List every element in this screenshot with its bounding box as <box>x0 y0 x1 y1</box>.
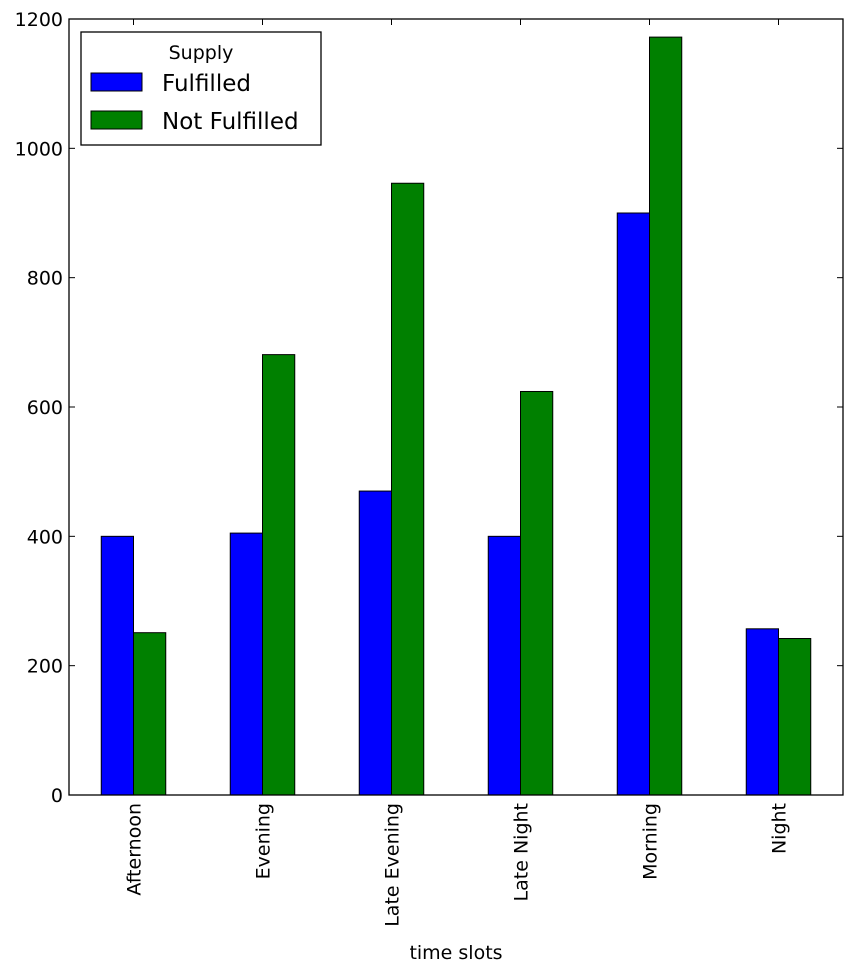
legend-entries: Fulfilled Not Fulfilled <box>90 71 299 135</box>
bar-fulfilled-late-evening <box>358 490 392 796</box>
x-tick-label: Late Night <box>511 803 533 901</box>
bars-layer <box>100 36 812 796</box>
y-tick-label: 800 <box>27 268 63 290</box>
y-tick-label: 1200 <box>15 9 63 31</box>
bar-fulfilled-afternoon <box>100 535 134 796</box>
bar-not-fulfilled-late-evening <box>391 182 425 796</box>
y-tick-label: 1000 <box>15 138 63 160</box>
y-tick-label: 400 <box>27 526 63 548</box>
bar-not-fulfilled-late-night <box>520 390 554 796</box>
legend-swatch-not-fulfilled <box>90 110 143 130</box>
bar-fulfilled-evening <box>229 532 263 796</box>
legend-label-not-fulfilled: Not Fulfilled <box>162 109 299 135</box>
y-tick-label: 200 <box>27 656 63 678</box>
bar-not-fulfilled-evening <box>262 354 296 796</box>
bar-not-fulfilled-night <box>778 638 812 796</box>
ticks-layer <box>69 18 843 796</box>
y-tick-label: 0 <box>51 785 63 807</box>
bar-fulfilled-night <box>745 628 779 796</box>
labels-layer: Afternoon Evening Late Evening Late Night Mo… <box>15 9 791 927</box>
bar-not-fulfilled-afternoon <box>133 632 167 796</box>
x-tick-label: Afternoon <box>124 803 146 896</box>
bar-fulfilled-morning <box>616 212 650 796</box>
x-tick-label: Evening <box>253 803 275 879</box>
y-tick-label: 600 <box>27 397 63 419</box>
bar-not-fulfilled-morning <box>649 36 683 796</box>
bar-fulfilled-late-night <box>487 535 521 796</box>
legend-swatch-fulfilled <box>90 72 143 92</box>
x-tick-label: Late Evening <box>382 803 404 927</box>
x-tick-label: Night <box>769 803 791 854</box>
x-tick-label: Morning <box>640 803 662 880</box>
x-axis-label: time slots <box>409 942 502 964</box>
legend-label-fulfilled: Fulfilled <box>162 71 251 97</box>
legend: Supply Fulfilled Not Fulfilled <box>80 31 322 146</box>
legend-title: Supply <box>169 42 234 64</box>
